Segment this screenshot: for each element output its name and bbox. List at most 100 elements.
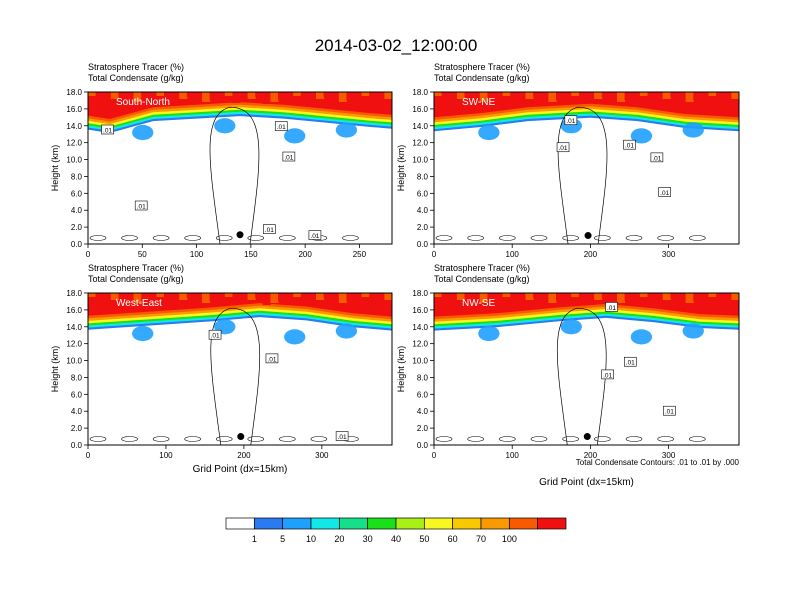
y-tick-label: 10.0 [412,357,428,366]
tracer-intrusion [214,118,236,134]
contour-label-box [265,353,279,364]
plot-frame [87,91,393,245]
tracer-cell [202,293,211,303]
tracer-cell [609,293,618,305]
low-cloud-contour [215,436,233,442]
tracer-cell [255,92,264,97]
tracer-cell [479,293,488,303]
colorbar-cell [452,517,482,530]
tracer-cell [323,293,332,298]
panel-nw-se: Stratosphere Tracer (%)Total Condensate … [396,263,740,488]
colorbar-label: 1 [252,534,257,544]
tracer-cell [148,293,157,299]
low-cloud-contour [184,436,201,442]
x-tick-label: 100 [506,451,520,460]
y-tick-label: 10.0 [412,156,428,165]
contour-label: .01 [665,409,674,416]
tracer-cell [716,92,725,103]
panel-sw-ne: Stratosphere Tracer (%)Total Condensate … [396,62,740,259]
tracer-cell [171,293,180,302]
tracer-cell [209,293,218,301]
panel-header-tracer: Stratosphere Tracer (%) [88,62,184,72]
tracer-cell [678,92,687,104]
tracer-cell [133,293,142,303]
tracer-cell [103,293,112,302]
plot-frame [433,91,740,245]
panel-south-north: Stratosphere Tracer (%)Total Condensate … [50,62,393,259]
tracer-cell [240,92,249,101]
tracer-cell [510,293,519,304]
tracer-cell [586,293,595,302]
panel-header-condensate: Total Condensate (g/kg) [88,274,184,284]
tracer-intrusion [630,329,653,345]
y-tick-label: 6.0 [71,189,83,198]
colorbar-label: 50 [419,534,429,544]
contour-label: .01 [625,143,634,150]
tracer-cell [525,293,534,300]
x-tick-label: 100 [506,250,520,259]
low-cloud-contour [89,436,107,442]
tracer-cell [693,92,702,100]
y-tick-label: 16.0 [66,306,82,315]
tracer-cell [369,92,378,103]
x-tick-label: 200 [237,451,251,460]
tracer-intrusion [132,325,154,342]
contour-label: .01 [211,333,220,340]
tracer-cell [118,92,127,97]
low-cloud-contour [562,436,579,442]
tracer-cell [376,92,385,101]
tracer-cell [441,293,450,304]
contour-label-box [658,187,672,197]
contour-label: .01 [559,145,568,152]
low-cloud-contour [594,436,611,442]
tracer-cell [308,293,317,302]
tracer-cell [563,92,572,98]
tracer-cell [708,293,717,297]
tracer-cell [323,92,332,97]
tracer-cell [156,293,165,297]
tracer-field [434,293,739,445]
colorbar-cell [508,517,539,530]
x-tick-label: 150 [244,250,258,259]
tracer-cell [556,293,565,301]
y-tick-label: 2.0 [417,424,429,433]
tracer-cell [141,293,150,301]
tracer-cell [495,293,504,299]
tracer-cell [300,92,309,103]
low-cloud-contour [657,235,674,241]
tracer-cell [700,293,709,299]
tracer-cell [731,92,739,99]
tracer-cell [548,293,557,303]
tracer-field [434,92,739,244]
low-cloud-contour [657,436,674,442]
tracer-cell [179,92,188,99]
contour-label: .01 [338,434,347,441]
y-tick-label: 16.0 [66,105,82,114]
contour-label-box [335,431,349,441]
tracer-cell [255,293,264,298]
x-tick-label: 100 [190,250,204,259]
contour-label-box [623,356,637,367]
tracer-cell [540,92,549,104]
tracer-cell [133,92,142,102]
tracer-cell [164,293,173,304]
tracer-cell [194,92,203,104]
x-tick-label: 200 [298,250,312,259]
low-cloud-contour [121,235,138,241]
contour-label: .01 [137,204,146,211]
x-tick-label: 200 [584,250,598,259]
tracer-cell [723,293,732,302]
tracer-cell [617,92,626,102]
colorbar-label: 30 [363,534,373,544]
location-marker [583,433,591,441]
tracer-cell [95,293,104,304]
condensate-contour [557,106,608,244]
tracer-cell [655,92,664,101]
tracer-cell [217,92,226,98]
low-cloud-contour [625,235,643,241]
tracer-cell [685,92,694,102]
tracer-cell [609,92,618,104]
y-tick-label: 8.0 [71,172,83,181]
colorbar-label: 60 [448,534,458,544]
low-cloud-contour [499,235,516,241]
